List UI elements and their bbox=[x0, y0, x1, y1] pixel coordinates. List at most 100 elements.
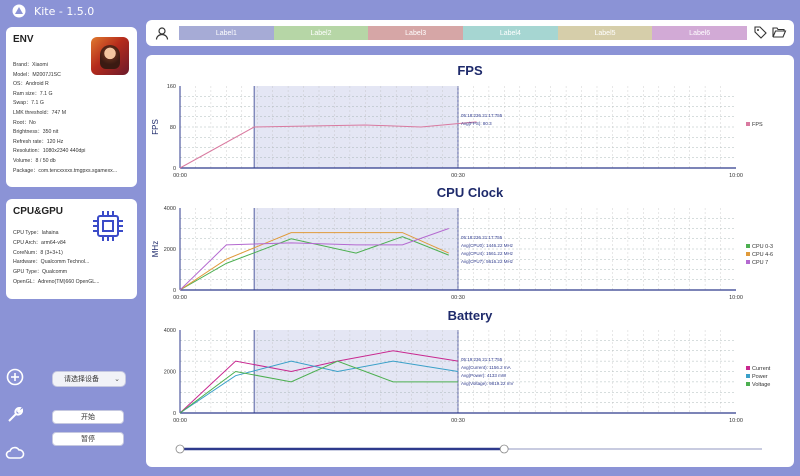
battery-chart: 0 2000 4000 00:00 00:30 10:00 Current Power Volt… bbox=[164, 328, 771, 424]
series-line-1 bbox=[179, 236, 449, 291]
env-field: Brand：Xiaomi bbox=[13, 62, 48, 68]
label-tabs: Label1 Label2 Label3 Label4 Label5 Label… bbox=[179, 26, 748, 40]
x-tick-label: 10:00 bbox=[729, 173, 743, 179]
series-line-3 bbox=[179, 228, 449, 291]
selection-annotation: Avg(CPU7): 5616.22 MHz bbox=[461, 259, 514, 264]
cpu-clock-chart: 0 2000 4000 00:00 00:30 10:00 MHz CPU 0-3 CPU 4-… bbox=[151, 206, 773, 301]
pause-button[interactable]: 暂停 bbox=[52, 432, 124, 446]
app-title: Kite - 1.5.0 bbox=[34, 4, 95, 18]
x-tick-label: 00:00 bbox=[173, 418, 187, 424]
legend-swatch bbox=[746, 122, 750, 126]
legend-label: Voltage bbox=[752, 382, 770, 388]
cpu-field: Hardware：Qualcomm Technol... bbox=[13, 259, 90, 266]
y-tick-label: 0 bbox=[173, 411, 176, 417]
cpu-gpu-fields: CPU Type：lahaina CPU Arch：arm64-v84 Core… bbox=[13, 229, 133, 288]
label-tab-5[interactable]: Label5 bbox=[557, 26, 653, 40]
label-tab-4[interactable]: Label4 bbox=[463, 26, 558, 40]
selection-annotation: 05:18:236 21:17:755 bbox=[461, 235, 503, 240]
env-field: Package：com.tencxxxxx.tmgpxs.sgamexx... bbox=[13, 167, 118, 174]
chevron-down-icon: ⌄ bbox=[114, 376, 120, 383]
side-toolbar bbox=[0, 336, 30, 476]
env-field: Ram size：7.1 G bbox=[13, 90, 53, 97]
slider-end-handle[interactable] bbox=[499, 444, 509, 454]
legend-label: FPS bbox=[752, 122, 763, 128]
label-tab-3[interactable]: Label3 bbox=[368, 26, 464, 40]
y-tick-label: 80 bbox=[170, 125, 176, 131]
cpu-field: OpenGL：Adreno(TM)660 OpenGL... bbox=[13, 278, 100, 285]
env-field: Model：M2007J1SC bbox=[13, 71, 61, 78]
cpu-field: CPU Arch：arm64-v84 bbox=[13, 239, 66, 246]
fps-chart: 0 80 160 00:00 00:30 10:00 FPS FPS 05:18:236 21:… bbox=[151, 84, 763, 179]
series-line-1 bbox=[179, 121, 477, 169]
legend-label: Power bbox=[752, 374, 768, 380]
selection-annotation: 05:19:236 21:17:755 bbox=[461, 357, 503, 362]
legend-label: CPU 0-3 bbox=[752, 244, 773, 250]
selection-annotation: Avg(FPS): 80.3 bbox=[461, 121, 492, 126]
y-tick-label: 2000 bbox=[164, 370, 176, 376]
x-tick-label: 10:00 bbox=[729, 295, 743, 301]
series-line-3 bbox=[179, 360, 458, 414]
cpu-chart-title: CPU Clock bbox=[436, 185, 504, 200]
cpu-chip-icon bbox=[93, 211, 123, 241]
cpu-field: CoreNum：8 (3+3+1) bbox=[13, 249, 63, 256]
env-field: OS：Android R bbox=[13, 81, 49, 88]
env-field: Brightness：350 nit bbox=[13, 129, 59, 136]
add-icon[interactable] bbox=[6, 368, 24, 386]
selection-annotation: Avg(CPU4): 1561.22 MHz bbox=[461, 251, 514, 256]
legend-swatch bbox=[746, 374, 750, 378]
cpu-field: CPU Type：lahaina bbox=[13, 230, 59, 236]
label-tab-6[interactable]: Label6 bbox=[652, 26, 748, 40]
series-line-2 bbox=[179, 232, 449, 291]
cpu-gpu-heading: CPU&GPU bbox=[13, 206, 64, 217]
x-tick-label: 10:00 bbox=[729, 418, 743, 424]
x-tick-label: 00:00 bbox=[173, 173, 187, 179]
y-tick-label: 4000 bbox=[164, 328, 176, 334]
legend-swatch bbox=[746, 260, 750, 264]
env-field: Refresh rate：120 Hz bbox=[13, 138, 64, 145]
legend-label: CPU 4-6 bbox=[752, 252, 773, 258]
app-logo-icon bbox=[12, 4, 26, 18]
time-range-slider[interactable] bbox=[175, 443, 762, 455]
wrench-icon[interactable] bbox=[6, 406, 24, 424]
y-tick-label: 160 bbox=[167, 84, 176, 90]
cloud-icon[interactable] bbox=[5, 444, 25, 462]
slider-start-handle[interactable] bbox=[175, 444, 185, 454]
legend-swatch bbox=[746, 382, 750, 386]
device-select[interactable]: 请选择设备 ⌄ bbox=[52, 371, 126, 387]
title-bar: Kite - 1.5.0 bbox=[0, 0, 800, 22]
env-field: Volume：8 / 50 db bbox=[13, 157, 56, 164]
env-fields: Brand：Xiaomi Model：M2007J1SC OS：Android … bbox=[13, 61, 133, 176]
selection-annotation: 05:18:236 21:17:755 bbox=[461, 113, 503, 118]
env-field: Root：No bbox=[13, 119, 36, 126]
env-field: Swap：7.1 G bbox=[13, 100, 44, 107]
selection-annotation: Avg(Current): 1156.2 mA bbox=[461, 365, 511, 370]
selection-annotation: Avg(Voltage): 9819.22 mV bbox=[461, 381, 513, 386]
label-bar: Label1 Label2 Label3 Label4 Label5 Label… bbox=[146, 20, 794, 46]
env-heading: ENV bbox=[13, 34, 34, 45]
fps-chart-title: FPS bbox=[457, 63, 483, 78]
legend-swatch bbox=[746, 252, 750, 256]
legend-label: CPU 7 bbox=[752, 260, 768, 266]
env-card: ENV Brand：Xiaomi Model：M2007J1SC OS：Andr… bbox=[6, 27, 137, 187]
y-tick-label: 4000 bbox=[164, 206, 176, 212]
user-icon[interactable] bbox=[155, 26, 169, 40]
tag-icon[interactable] bbox=[754, 26, 767, 39]
legend-swatch bbox=[746, 244, 750, 248]
selection-annotation: Avg(CPU0): 1446.22 MHz bbox=[461, 243, 514, 248]
x-tick-label: 00:30 bbox=[451, 173, 465, 179]
y-axis-label: MHz bbox=[151, 241, 160, 257]
device-select-value: 请选择设备 bbox=[64, 376, 99, 383]
y-tick-label: 0 bbox=[173, 288, 176, 294]
folder-open-icon[interactable] bbox=[772, 26, 787, 39]
charts-panel: FPS 0 80 160 00:00 00:30 10:00 FPS FPS 05:18:236… bbox=[146, 55, 794, 467]
x-tick-label: 00:30 bbox=[451, 418, 465, 424]
selection-annotation: Avg(Power): 4133 mW bbox=[461, 373, 507, 378]
label-tab-2[interactable]: Label2 bbox=[273, 26, 369, 40]
env-field: Resolution：1080x2340 440dpi bbox=[13, 148, 86, 155]
label-tab-1[interactable]: Label1 bbox=[179, 26, 274, 40]
x-tick-label: 00:00 bbox=[173, 295, 187, 301]
start-button[interactable]: 开始 bbox=[52, 410, 124, 424]
cpu-gpu-card: CPU&GPU CPU Type：lahaina CPU Arch：arm64-… bbox=[6, 199, 137, 299]
cpu-field: GPU Type：Qualcomm bbox=[13, 269, 68, 276]
env-field: LMK threshold：747 M bbox=[13, 109, 67, 116]
